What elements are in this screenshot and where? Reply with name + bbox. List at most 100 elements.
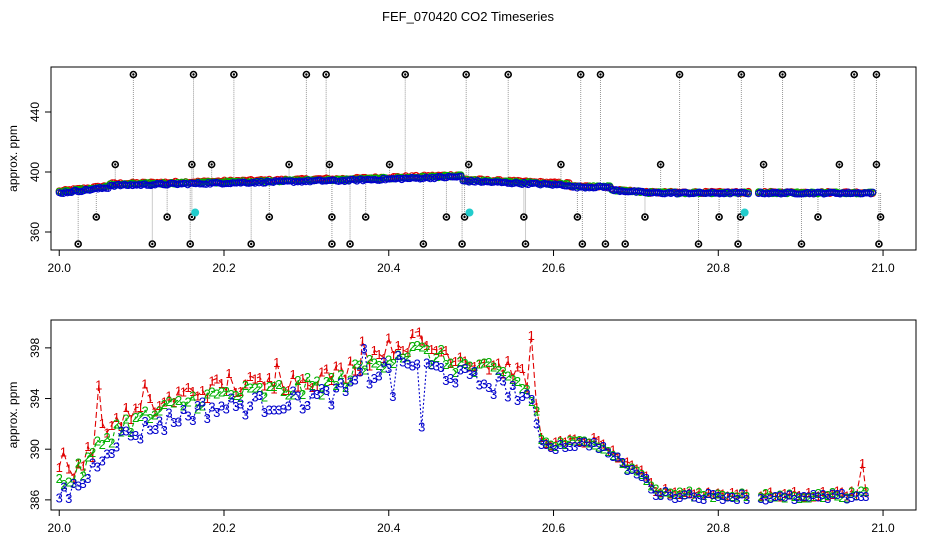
series-marker-3: 3 — [542, 437, 549, 452]
series-marker-1: 1 — [437, 344, 444, 359]
reference-point-core — [445, 215, 448, 219]
series-marker-3: 3 — [848, 490, 855, 505]
series-marker-1: 1 — [638, 463, 645, 478]
series-marker-1: 1 — [791, 484, 798, 499]
series-marker-1: 1 — [318, 364, 325, 379]
y-tick-label: 440 — [28, 102, 42, 122]
series-marker-3: 3 — [99, 454, 106, 469]
reference-point-core — [507, 73, 510, 76]
series-marker-1: 1 — [375, 347, 382, 362]
series-marker-3: 3 — [161, 423, 168, 438]
series-marker-3: 3 — [714, 489, 721, 504]
series-marker-3: 3 — [256, 388, 263, 403]
series-marker-3: 3 — [251, 390, 258, 405]
reference-point — [872, 160, 881, 169]
series-line-3 — [58, 347, 866, 501]
series-marker-2: 2 — [223, 384, 230, 399]
series-marker-1: 1 — [404, 345, 411, 360]
series-marker-1: 1 — [729, 485, 736, 500]
series-marker-2: 2 — [170, 396, 177, 411]
series-marker-2: 2 — [562, 437, 569, 452]
series-marker-3: 3 — [270, 403, 277, 418]
series-marker-1: 1 — [633, 462, 640, 477]
series-marker-1: 1 — [347, 354, 354, 369]
series-marker-1: 1 — [99, 416, 106, 431]
series-marker-1: 1 — [247, 369, 254, 384]
reference-point — [850, 70, 859, 79]
series-marker-1: 1 — [309, 380, 316, 395]
series-marker-1: 1 — [671, 484, 678, 499]
plot-frame — [50, 319, 917, 511]
series-marker-1: 1 — [184, 380, 191, 395]
series-marker-1: 1 — [547, 439, 554, 454]
series-marker-3: 3 — [609, 449, 616, 464]
series-marker-1: 1 — [595, 433, 602, 448]
reference-point — [247, 240, 255, 248]
reference-point-core — [599, 73, 602, 76]
series-marker-3: 3 — [184, 408, 191, 423]
series-marker-3: 3 — [819, 487, 826, 502]
series-marker-1: 1 — [533, 400, 540, 415]
x-tick-label: 20.8 — [707, 261, 731, 275]
series-marker-1: 1 — [323, 361, 330, 376]
series-marker-1: 1 — [84, 439, 91, 454]
data-layer-bottom: 1111111111111111111111111111111111111111… — [56, 324, 870, 507]
series-marker-1: 1 — [399, 343, 406, 358]
x-tick-label: 20.0 — [48, 521, 72, 535]
series-marker-2: 2 — [146, 411, 153, 426]
plot-frame — [50, 66, 917, 251]
series-marker-1: 1 — [447, 356, 454, 371]
reference-point — [578, 240, 587, 248]
series-marker-2: 2 — [285, 388, 292, 403]
series-marker-2: 2 — [165, 394, 172, 409]
series-marker-2: 2 — [380, 361, 387, 376]
series-marker-1: 1 — [600, 437, 607, 452]
series-marker-1: 1 — [294, 379, 301, 394]
series-marker-2: 2 — [189, 388, 196, 403]
series-marker-3: 3 — [371, 371, 378, 386]
series-marker-1: 1 — [423, 338, 430, 353]
series-marker-3: 3 — [743, 492, 750, 507]
series-marker-3: 3 — [466, 367, 473, 382]
series-marker-3: 3 — [366, 376, 373, 391]
plot-panel-top: 20.0 20.2 20.4 20.6 20.8 21.0 360 400 440 approx.… — [6, 66, 917, 275]
reference-point-core — [330, 242, 334, 246]
reference-point-core — [189, 242, 192, 246]
reference-point-core — [465, 73, 468, 76]
series-marker-3: 3 — [791, 492, 798, 507]
series-marker-1: 1 — [141, 376, 148, 391]
x-tick-label: 20.6 — [542, 261, 566, 275]
series-marker-1: 1 — [146, 391, 153, 406]
series-marker-1: 1 — [743, 487, 750, 502]
series-marker-2: 2 — [247, 380, 254, 395]
series-marker-2: 2 — [199, 398, 206, 413]
series-marker-1: 1 — [385, 331, 392, 346]
series-marker-1: 1 — [390, 348, 397, 363]
series-marker-3: 3 — [189, 413, 196, 428]
series-marker-2: 2 — [681, 487, 688, 502]
series-marker-2: 2 — [772, 489, 779, 504]
series-marker-3: 3 — [805, 490, 812, 505]
series-marker-3: 3 — [342, 384, 349, 399]
series-marker-2: 2 — [218, 385, 225, 400]
reference-point-core — [95, 215, 98, 219]
series-marker-2: 2 — [361, 362, 368, 377]
series-marker-1: 1 — [800, 490, 807, 505]
series-marker-2: 2 — [762, 486, 769, 501]
series-marker-2: 2 — [299, 387, 306, 402]
cyan-point — [740, 208, 749, 217]
series-marker-1: 1 — [829, 487, 836, 502]
series-marker-1: 1 — [657, 485, 664, 500]
series-marker-1: 1 — [290, 367, 297, 382]
series-marker-2: 2 — [743, 489, 750, 504]
series-marker-2: 2 — [213, 386, 220, 401]
data-point-s3 — [867, 190, 875, 198]
series-marker-1: 1 — [232, 385, 239, 400]
series-marker-3: 3 — [94, 460, 101, 475]
series-marker-3: 3 — [605, 445, 612, 460]
series-marker-1: 1 — [585, 435, 592, 450]
series-marker-1: 1 — [127, 412, 134, 427]
series-marker-2: 2 — [533, 404, 540, 419]
series-marker-2: 2 — [161, 397, 168, 412]
series-marker-2: 2 — [724, 489, 731, 504]
